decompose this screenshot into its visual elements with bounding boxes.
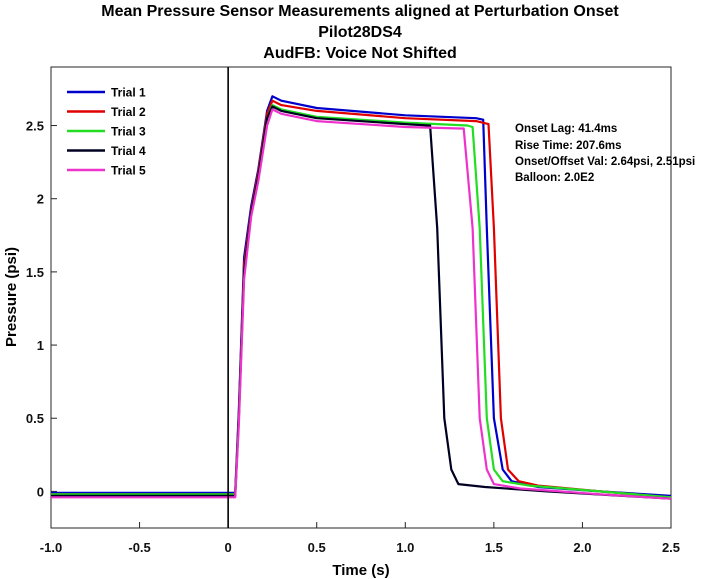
title-line-1: Mean Pressure Sensor Measurements aligne… xyxy=(101,3,619,20)
y-axis-ticks: 0 0.5 1 1.5 2 2.5 xyxy=(26,119,57,499)
x-tick-label: 0.5 xyxy=(308,540,326,555)
x-tick-label: 1.0 xyxy=(396,540,414,555)
y-tick-label: 1 xyxy=(37,338,44,353)
annotation-rise-time: Rise Time: 207.6ms xyxy=(515,140,622,152)
x-tick-label: 2.5 xyxy=(662,540,680,555)
chart-title: Mean Pressure Sensor Measurements aligne… xyxy=(101,3,619,62)
legend-label-trial-5: Trial 5 xyxy=(111,164,146,178)
x-axis-ticks: -1.0 -0.5 0 0.5 1.0 1.5 2.0 2.5 xyxy=(40,522,680,555)
legend-label-trial-3: Trial 3 xyxy=(111,125,146,139)
legend-label-trial-1: Trial 1 xyxy=(111,86,146,100)
legend-label-trial-4: Trial 4 xyxy=(111,144,146,158)
series-line-trial-5 xyxy=(51,108,672,500)
x-axis-label: Time (s) xyxy=(332,562,389,579)
plot-area xyxy=(50,66,672,529)
x-tick-label: 2.0 xyxy=(573,540,591,555)
annotation-balloon: Balloon: 2.0E2 xyxy=(515,172,594,184)
legend-label-trial-2: Trial 2 xyxy=(111,105,146,119)
x-tick-label: 1.5 xyxy=(485,540,503,555)
x-tick-label: 0 xyxy=(225,540,232,555)
y-tick-label: 1.5 xyxy=(26,265,44,280)
y-tick-label: 0 xyxy=(37,484,44,499)
y-tick-label: 2 xyxy=(37,192,44,207)
legend: Trial 1 Trial 2 Trial 3 Trial 4 Trial 5 xyxy=(67,86,146,178)
title-line-3: AudFB: Voice Not Shifted xyxy=(263,45,456,62)
x-tick-label: -0.5 xyxy=(128,540,150,555)
title-line-2: Pilot28DS4 xyxy=(318,24,402,41)
annotation-onset-lag: Onset Lag: 41.4ms xyxy=(515,123,617,135)
y-axis-label: Pressure (psi) xyxy=(3,247,20,347)
series-layer xyxy=(51,95,672,500)
y-tick-label: 0.5 xyxy=(26,411,44,426)
annotation-onset-offset: Onset/Offset Val: 2.64psi, 2.51psi xyxy=(515,156,695,168)
y-tick-label: 2.5 xyxy=(26,119,44,134)
x-tick-label: -1.0 xyxy=(40,540,62,555)
stats-annotations: Onset Lag: 41.4ms Rise Time: 207.6ms Ons… xyxy=(515,123,695,184)
